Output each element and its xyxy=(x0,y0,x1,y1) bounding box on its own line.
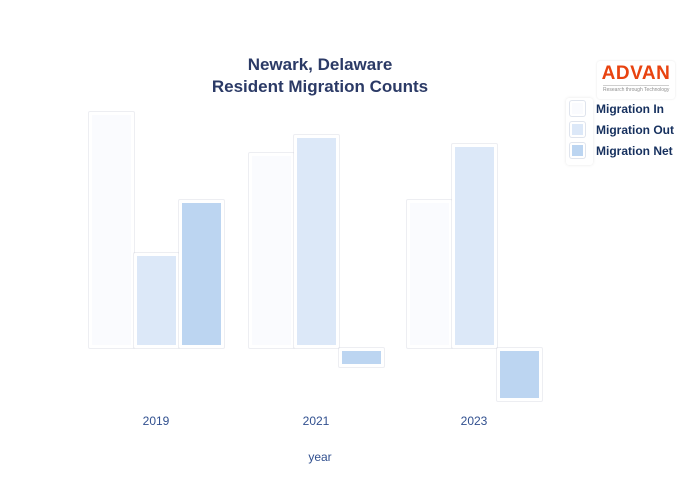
advan-logo-text: ADVAN xyxy=(601,63,671,84)
legend-item-migration-out[interactable]: Migration Out xyxy=(570,122,674,137)
legend-label: Migration In xyxy=(596,101,664,116)
bar-migration-in-2019[interactable] xyxy=(88,112,134,348)
legend-swatch xyxy=(570,143,585,158)
legend: Migration In Migration Out Migration Net xyxy=(570,101,674,158)
x-axis-title: year xyxy=(308,450,332,464)
bar-migration-net-2023[interactable] xyxy=(496,348,542,401)
legend-label: Migration Out xyxy=(596,122,674,137)
legend-item-migration-net[interactable]: Migration Net xyxy=(570,143,674,158)
bar-migration-net-2021[interactable] xyxy=(338,348,384,367)
x-tick-2019: 2019 xyxy=(142,414,170,428)
legend-label: Migration Net xyxy=(596,143,673,158)
bar-migration-net-2019[interactable] xyxy=(178,200,224,348)
x-tick-2023: 2023 xyxy=(460,414,488,428)
legend-item-migration-in[interactable]: Migration In xyxy=(570,101,674,116)
bar-migration-out-2019[interactable] xyxy=(133,253,179,348)
bar-migration-out-2021[interactable] xyxy=(293,135,339,348)
advan-logo: ADVAN Research through Technology xyxy=(597,61,675,99)
chart-title: Newark, Delaware Resident Migration Coun… xyxy=(60,54,580,98)
bar-migration-in-2021[interactable] xyxy=(248,153,294,348)
x-tick-2021: 2021 xyxy=(302,414,330,428)
bar-migration-out-2023[interactable] xyxy=(451,144,497,348)
chart-title-line1: Newark, Delaware xyxy=(247,55,393,74)
bar-migration-in-2023[interactable] xyxy=(406,200,452,348)
legend-swatch xyxy=(570,101,585,116)
legend-swatch xyxy=(570,122,585,137)
chart-title-line2: Resident Migration Counts xyxy=(211,77,429,96)
advan-logo-tagline: Research through Technology xyxy=(603,85,670,93)
